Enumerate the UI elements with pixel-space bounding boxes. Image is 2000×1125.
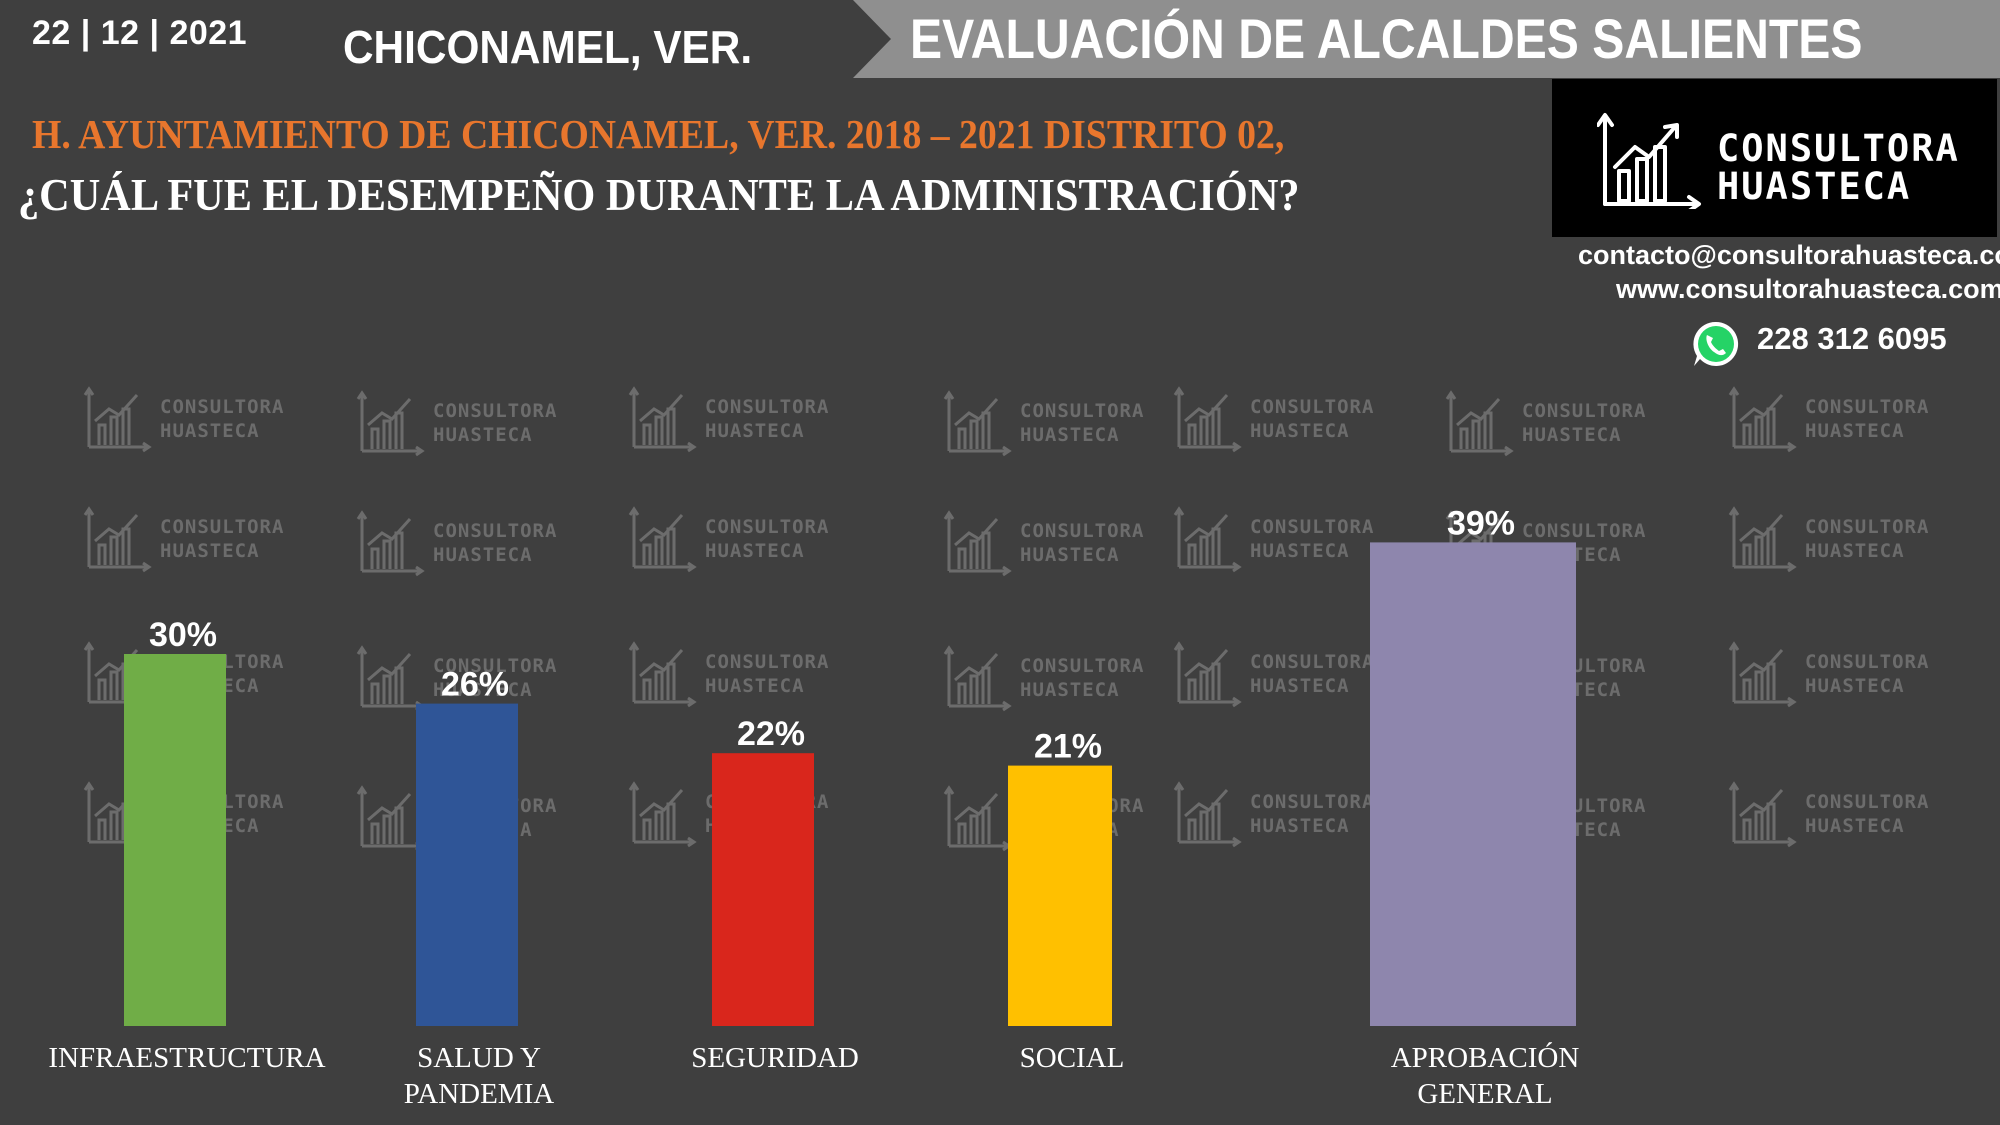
svg-text:HUASTECA: HUASTECA: [705, 540, 805, 562]
svg-text:CONSULTORA: CONSULTORA: [1250, 516, 1374, 538]
svg-text:CONSULTORA: CONSULTORA: [160, 396, 284, 418]
svg-text:HUASTECA: HUASTECA: [1805, 540, 1905, 562]
svg-text:HUASTECA: HUASTECA: [705, 675, 805, 697]
brand-logo: CONSULTORA HUASTECA: [1552, 79, 1997, 237]
logo-line-2: HUASTECA: [1717, 165, 1912, 208]
svg-text:HUASTECA: HUASTECA: [1020, 544, 1120, 566]
svg-text:CONSULTORA: CONSULTORA: [160, 516, 284, 538]
svg-text:CONSULTORA: CONSULTORA: [705, 651, 829, 673]
value-label: 30%: [149, 616, 217, 654]
title-banner: [853, 0, 2000, 78]
question-heading: ¿CUÁL FUE EL DESEMPEÑO DURANTE LA ADMINI…: [18, 169, 1300, 220]
svg-text:HUASTECA: HUASTECA: [1522, 424, 1622, 446]
contact-email[interactable]: contacto@consultorahuasteca.com: [1578, 240, 2000, 270]
bar-chart: CONSULTORAHUASTECACONSULTORAHUASTECACONS…: [48, 386, 1929, 1110]
svg-text:HUASTECA: HUASTECA: [1020, 679, 1120, 701]
svg-text:HUASTECA: HUASTECA: [433, 424, 533, 446]
value-label: 39%: [1447, 504, 1515, 542]
bar: [1370, 542, 1576, 1026]
svg-text:CONSULTORA: CONSULTORA: [1522, 400, 1646, 422]
date-label: 22 | 12 | 2021: [32, 14, 248, 52]
category-label: GENERAL: [1417, 1078, 1552, 1110]
svg-text:CONSULTORA: CONSULTORA: [1522, 520, 1646, 542]
svg-text:HUASTECA: HUASTECA: [1020, 424, 1120, 446]
category-label: SOCIAL: [1020, 1042, 1125, 1074]
svg-text:CONSULTORA: CONSULTORA: [705, 516, 829, 538]
value-label: 21%: [1034, 728, 1102, 766]
svg-text:CONSULTORA: CONSULTORA: [705, 396, 829, 418]
svg-text:HUASTECA: HUASTECA: [433, 679, 533, 701]
svg-text:HUASTECA: HUASTECA: [1805, 420, 1905, 442]
svg-text:HUASTECA: HUASTECA: [1805, 675, 1905, 697]
value-label: 22%: [737, 715, 805, 753]
svg-text:CONSULTORA: CONSULTORA: [433, 520, 557, 542]
page-title: EVALUACIÓN DE ALCALDES SALIENTES: [910, 7, 1863, 70]
bar: [1008, 765, 1112, 1026]
svg-text:HUASTECA: HUASTECA: [1250, 540, 1350, 562]
whatsapp-icon: [1693, 321, 1739, 366]
subtitle: H. AYUNTAMIENTO DE CHICONAMEL, VER. 2018…: [32, 111, 1285, 157]
city-label: CHICONAMEL, VER.: [343, 21, 753, 73]
svg-text:CONSULTORA: CONSULTORA: [1020, 655, 1144, 677]
category-label: PANDEMIA: [404, 1078, 554, 1110]
category-label: APROBACIÓN: [1391, 1041, 1580, 1074]
website-link[interactable]: www.consultorahuasteca.com: [1616, 274, 2000, 304]
svg-text:CONSULTORA: CONSULTORA: [1805, 651, 1929, 673]
svg-text:HUASTECA: HUASTECA: [433, 544, 533, 566]
svg-text:HUASTECA: HUASTECA: [1250, 420, 1350, 442]
watermark-layer: CONSULTORAHUASTECACONSULTORAHUASTECACONS…: [83, 386, 1929, 852]
svg-text:CONSULTORA: CONSULTORA: [1250, 396, 1374, 418]
svg-text:HUASTECA: HUASTECA: [160, 420, 260, 442]
svg-text:HUASTECA: HUASTECA: [160, 540, 260, 562]
svg-text:HUASTECA: HUASTECA: [1250, 675, 1350, 697]
svg-text:CONSULTORA: CONSULTORA: [433, 400, 557, 422]
logo-line-1: CONSULTORA: [1717, 127, 1960, 170]
svg-text:HUASTECA: HUASTECA: [1250, 815, 1350, 837]
svg-text:HUASTECA: HUASTECA: [1805, 815, 1905, 837]
growth-chart-icon: [1597, 113, 1701, 209]
bar: [124, 654, 226, 1026]
svg-text:CONSULTORA: CONSULTORA: [1020, 400, 1144, 422]
svg-text:CONSULTORA: CONSULTORA: [1805, 396, 1929, 418]
svg-text:CONSULTORA: CONSULTORA: [1020, 520, 1144, 542]
svg-text:HUASTECA: HUASTECA: [705, 420, 805, 442]
phone-number: 228 312 6095: [1757, 321, 1947, 356]
category-label: SALUD Y: [417, 1042, 541, 1074]
svg-text:CONSULTORA: CONSULTORA: [1250, 651, 1374, 673]
svg-text:CONSULTORA: CONSULTORA: [1805, 791, 1929, 813]
svg-text:CONSULTORA: CONSULTORA: [1805, 516, 1929, 538]
category-label: SEGURIDAD: [691, 1042, 859, 1074]
svg-text:CONSULTORA: CONSULTORA: [433, 655, 557, 677]
bar: [712, 753, 814, 1026]
bar: [416, 703, 518, 1026]
svg-text:CONSULTORA: CONSULTORA: [1250, 791, 1374, 813]
value-label: 26%: [441, 666, 509, 704]
category-label: INFRAESTRUCTURA: [48, 1042, 325, 1074]
